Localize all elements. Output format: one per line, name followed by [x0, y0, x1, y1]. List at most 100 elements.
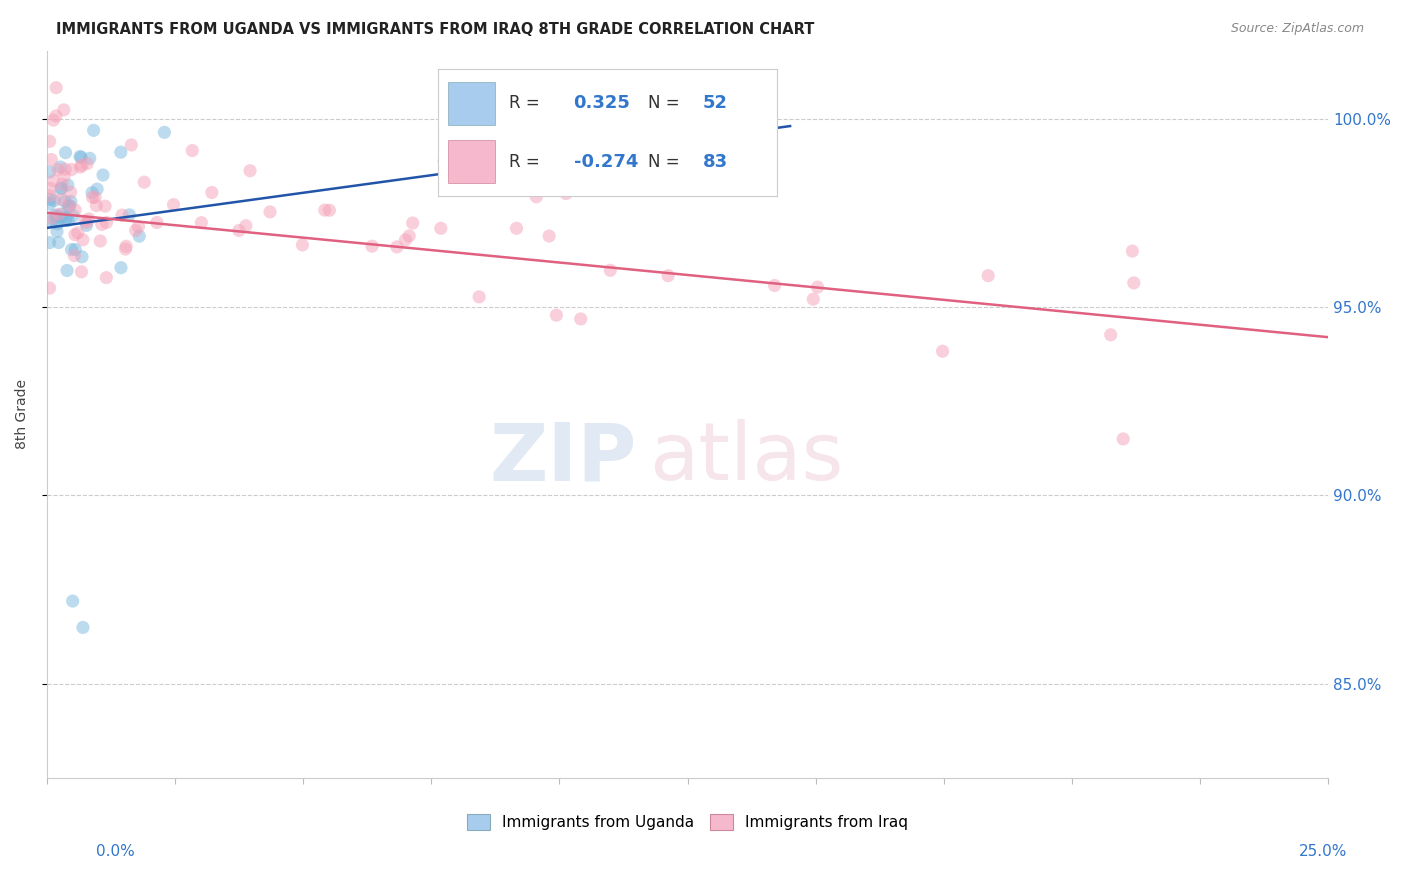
Point [724, 117, 747, 131]
Point [66, 226, 89, 240]
Point [398, 229, 420, 244]
Legend: Immigrants from Uganda, Immigrants from Iraq: Immigrants from Uganda, Immigrants from … [461, 808, 914, 836]
Point [58, 213, 80, 227]
Point [801, 292, 824, 306]
Point [70, 150, 93, 164]
Point [524, 190, 547, 204]
Point [468, 290, 491, 304]
Point [931, 344, 953, 359]
Point [38, 197, 60, 211]
Point [361, 239, 384, 253]
Point [120, 138, 142, 153]
Point [51, 178, 73, 192]
Point [228, 223, 250, 237]
Point [657, 268, 679, 283]
Point [63, 202, 86, 217]
Point [70, 265, 93, 279]
Point [58, 200, 80, 214]
Point [118, 208, 141, 222]
Point [146, 215, 169, 229]
Point [46, 162, 69, 177]
Point [94, 199, 117, 213]
Point [239, 163, 262, 178]
Point [89, 234, 111, 248]
Point [505, 221, 527, 235]
Point [128, 229, 150, 244]
Point [318, 203, 340, 218]
Point [38, 235, 60, 250]
Point [46, 225, 69, 239]
Point [48, 207, 70, 221]
Point [41, 211, 63, 225]
Point [41, 153, 63, 167]
Text: Source: ZipAtlas.com: Source: ZipAtlas.com [1230, 22, 1364, 36]
Point [77, 211, 100, 226]
Text: 0.0%: 0.0% [96, 845, 135, 859]
Y-axis label: 8th Grade: 8th Grade [15, 379, 30, 450]
Point [38, 281, 60, 295]
Point [45, 209, 67, 223]
Point [114, 242, 136, 256]
Point [58, 198, 80, 212]
Point [45, 109, 67, 123]
Point [49, 182, 72, 196]
Point [51, 211, 73, 225]
Point [441, 122, 464, 136]
Point [235, 219, 257, 233]
Point [52, 103, 75, 117]
Point [60, 243, 83, 257]
Point [613, 106, 636, 120]
Point [63, 227, 86, 242]
Point [51, 207, 73, 221]
Point [546, 308, 568, 322]
Point [91, 168, 114, 182]
Point [46, 217, 69, 231]
Point [80, 186, 103, 200]
Point [86, 182, 108, 196]
Point [42, 174, 65, 188]
Point [569, 312, 592, 326]
Point [38, 193, 60, 207]
Point [96, 270, 118, 285]
Point [153, 125, 176, 139]
Point [86, 199, 108, 213]
Point [69, 160, 91, 174]
Point [977, 268, 1000, 283]
Point [291, 238, 314, 252]
Text: ZIP: ZIP [489, 419, 637, 497]
Point [110, 260, 132, 275]
Point [82, 190, 104, 204]
Point [48, 235, 70, 250]
Point [59, 194, 82, 209]
Text: IMMIGRANTS FROM UGANDA VS IMMIGRANTS FROM IRAQ 8TH GRADE CORRELATION CHART: IMMIGRANTS FROM UGANDA VS IMMIGRANTS FRO… [56, 22, 814, 37]
Point [55, 211, 77, 225]
Point [53, 169, 76, 184]
Point [111, 208, 134, 222]
Point [39, 188, 62, 202]
Point [599, 263, 621, 277]
Point [385, 240, 408, 254]
Point [38, 134, 60, 148]
Point [59, 185, 82, 199]
Point [433, 153, 456, 168]
Point [201, 186, 224, 200]
Point [181, 144, 204, 158]
Point [42, 113, 65, 128]
Text: atlas: atlas [650, 419, 844, 497]
Point [49, 193, 72, 207]
Point [394, 233, 416, 247]
Point [62, 594, 84, 608]
Point [439, 76, 461, 90]
Point [53, 162, 76, 177]
Point [83, 123, 105, 137]
Point [65, 243, 87, 257]
Point [39, 181, 62, 195]
Point [259, 205, 281, 219]
Point [59, 199, 82, 213]
Text: 25.0%: 25.0% [1299, 845, 1347, 859]
Point [62, 209, 84, 223]
Point [41, 215, 63, 229]
Point [49, 160, 72, 174]
Point [134, 175, 156, 189]
Point [124, 223, 146, 237]
